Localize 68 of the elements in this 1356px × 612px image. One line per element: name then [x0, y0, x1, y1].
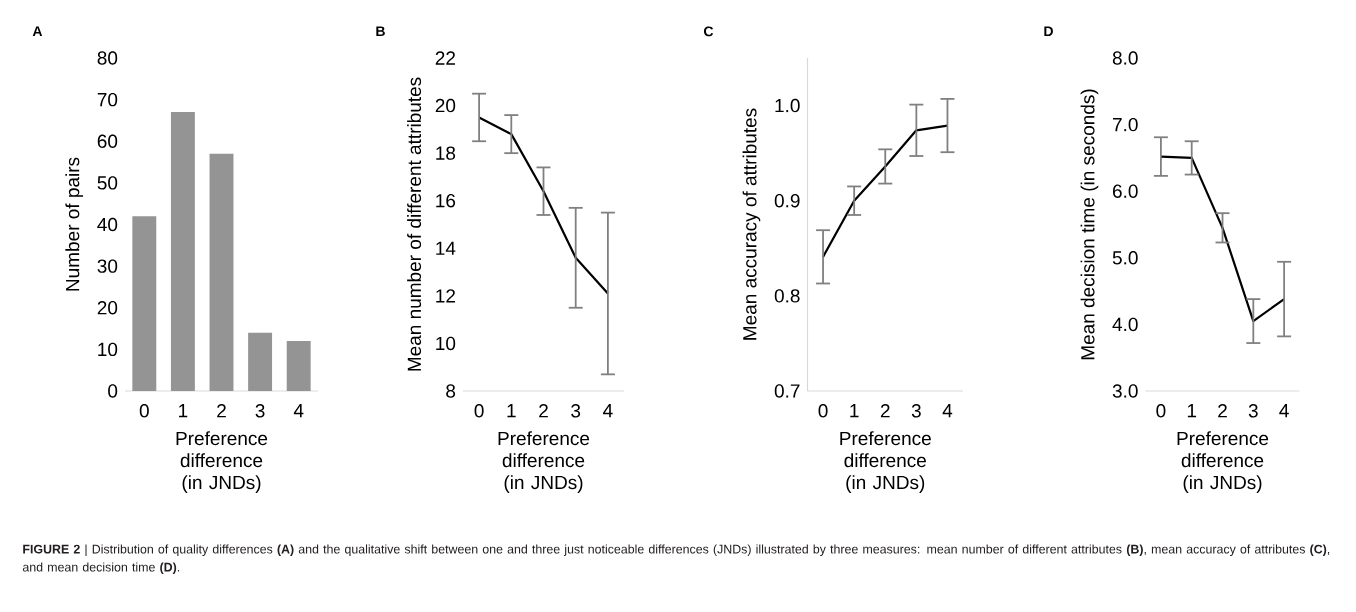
x-tick-label: 2: [1218, 404, 1227, 418]
bar: [209, 153, 234, 391]
y-tick-label: 50: [97, 176, 118, 190]
y-tick-label: 1.0: [775, 98, 800, 113]
y-tick-label: 60: [97, 134, 118, 148]
y-tick-label: 80: [97, 51, 118, 65]
line-series: [1159, 155, 1286, 323]
chart-title: D: [1044, 26, 1053, 37]
x-axis-title: Preference difference (in JNDs): [498, 431, 590, 493]
x-tick-label: 3: [571, 404, 581, 418]
y-axis-title: Mean decision time (in seconds): [1080, 89, 1099, 360]
y-tick-label: 30: [97, 259, 118, 273]
text: FIGURE 2 | Distribution of quality differences (A) and the qualitative shift between one and three just noticeable differences (JNDs) illustrated by three measures: mean number of different attributes (B), mean accuracy of attributes (C), and mean decision time (D).: [22, 544, 1330, 574]
x-tick-label: 0: [818, 404, 828, 418]
x-tick-label: 0: [474, 404, 484, 418]
x-tick-label: 3: [255, 404, 265, 418]
y-tick-label: 22: [435, 51, 455, 65]
y-tick-label: 10: [436, 336, 456, 351]
y-tick-label: 0.7: [774, 384, 800, 398]
y-tick-label: 14: [436, 241, 456, 255]
x-tick-label: 2: [217, 404, 226, 418]
chart-title: A: [32, 26, 43, 37]
y-tick-label: 3.0: [1112, 384, 1138, 398]
line-series: [821, 124, 949, 258]
x-tick-label: 0: [139, 404, 149, 418]
x-tick-label: 4: [942, 404, 953, 418]
x-tick-label: 1: [1187, 404, 1197, 418]
y-tick-label: 16: [436, 193, 456, 208]
y-tick-label: 20: [97, 301, 118, 315]
y-tick-label: 5.0: [1112, 251, 1138, 265]
bar: [132, 216, 157, 391]
y-tick-label: 0.9: [774, 193, 800, 208]
x-tick-label: 3: [911, 404, 921, 418]
y-tick-label: 0.8: [774, 289, 800, 303]
y-tick-label: 18: [436, 146, 456, 160]
y-tick-label: 70: [97, 92, 118, 107]
y-axis-title: Number of pairs: [65, 157, 84, 291]
y-tick-label: 0: [108, 384, 118, 398]
y-axis-title: Mean number of different attributes: [407, 77, 422, 371]
bar: [170, 112, 195, 391]
x-tick-label: 4: [1279, 404, 1289, 418]
x-tick-label: 1: [507, 404, 516, 418]
y-tick-label: 4.0: [1112, 317, 1138, 332]
bar: [286, 341, 311, 391]
x-tick-label: 4: [293, 404, 304, 418]
chart-title: C: [703, 26, 714, 37]
line-series: [478, 116, 609, 295]
y-tick-label: 6.0: [1113, 184, 1138, 198]
x-axis-title: Preference difference (in JNDs): [1177, 431, 1269, 493]
x-axis-title: Preference difference (in JNDs): [840, 431, 931, 493]
x-tick-label: 4: [603, 404, 613, 418]
x-axis-title: Preference difference (in JNDs): [176, 431, 268, 493]
y-tick-label: 7.0: [1113, 117, 1138, 132]
x-tick-label: 1: [850, 404, 859, 418]
y-tick-label: 8.0: [1112, 51, 1138, 65]
x-tick-label: 2: [539, 404, 548, 418]
y-tick-label: 12: [436, 289, 455, 303]
chart-title: B: [376, 26, 385, 37]
bar: [248, 332, 273, 391]
x-tick-label: 0: [1156, 404, 1166, 418]
y-axis-title: Mean accuracy of attributes: [742, 108, 761, 340]
y-tick-label: 10: [98, 342, 118, 357]
x-tick-label: 2: [880, 404, 890, 418]
y-tick-label: 20: [435, 98, 456, 113]
x-tick-label: 1: [179, 404, 188, 418]
y-tick-label: 8: [446, 384, 456, 398]
y-tick-label: 40: [97, 217, 118, 232]
x-tick-label: 3: [1248, 404, 1258, 418]
